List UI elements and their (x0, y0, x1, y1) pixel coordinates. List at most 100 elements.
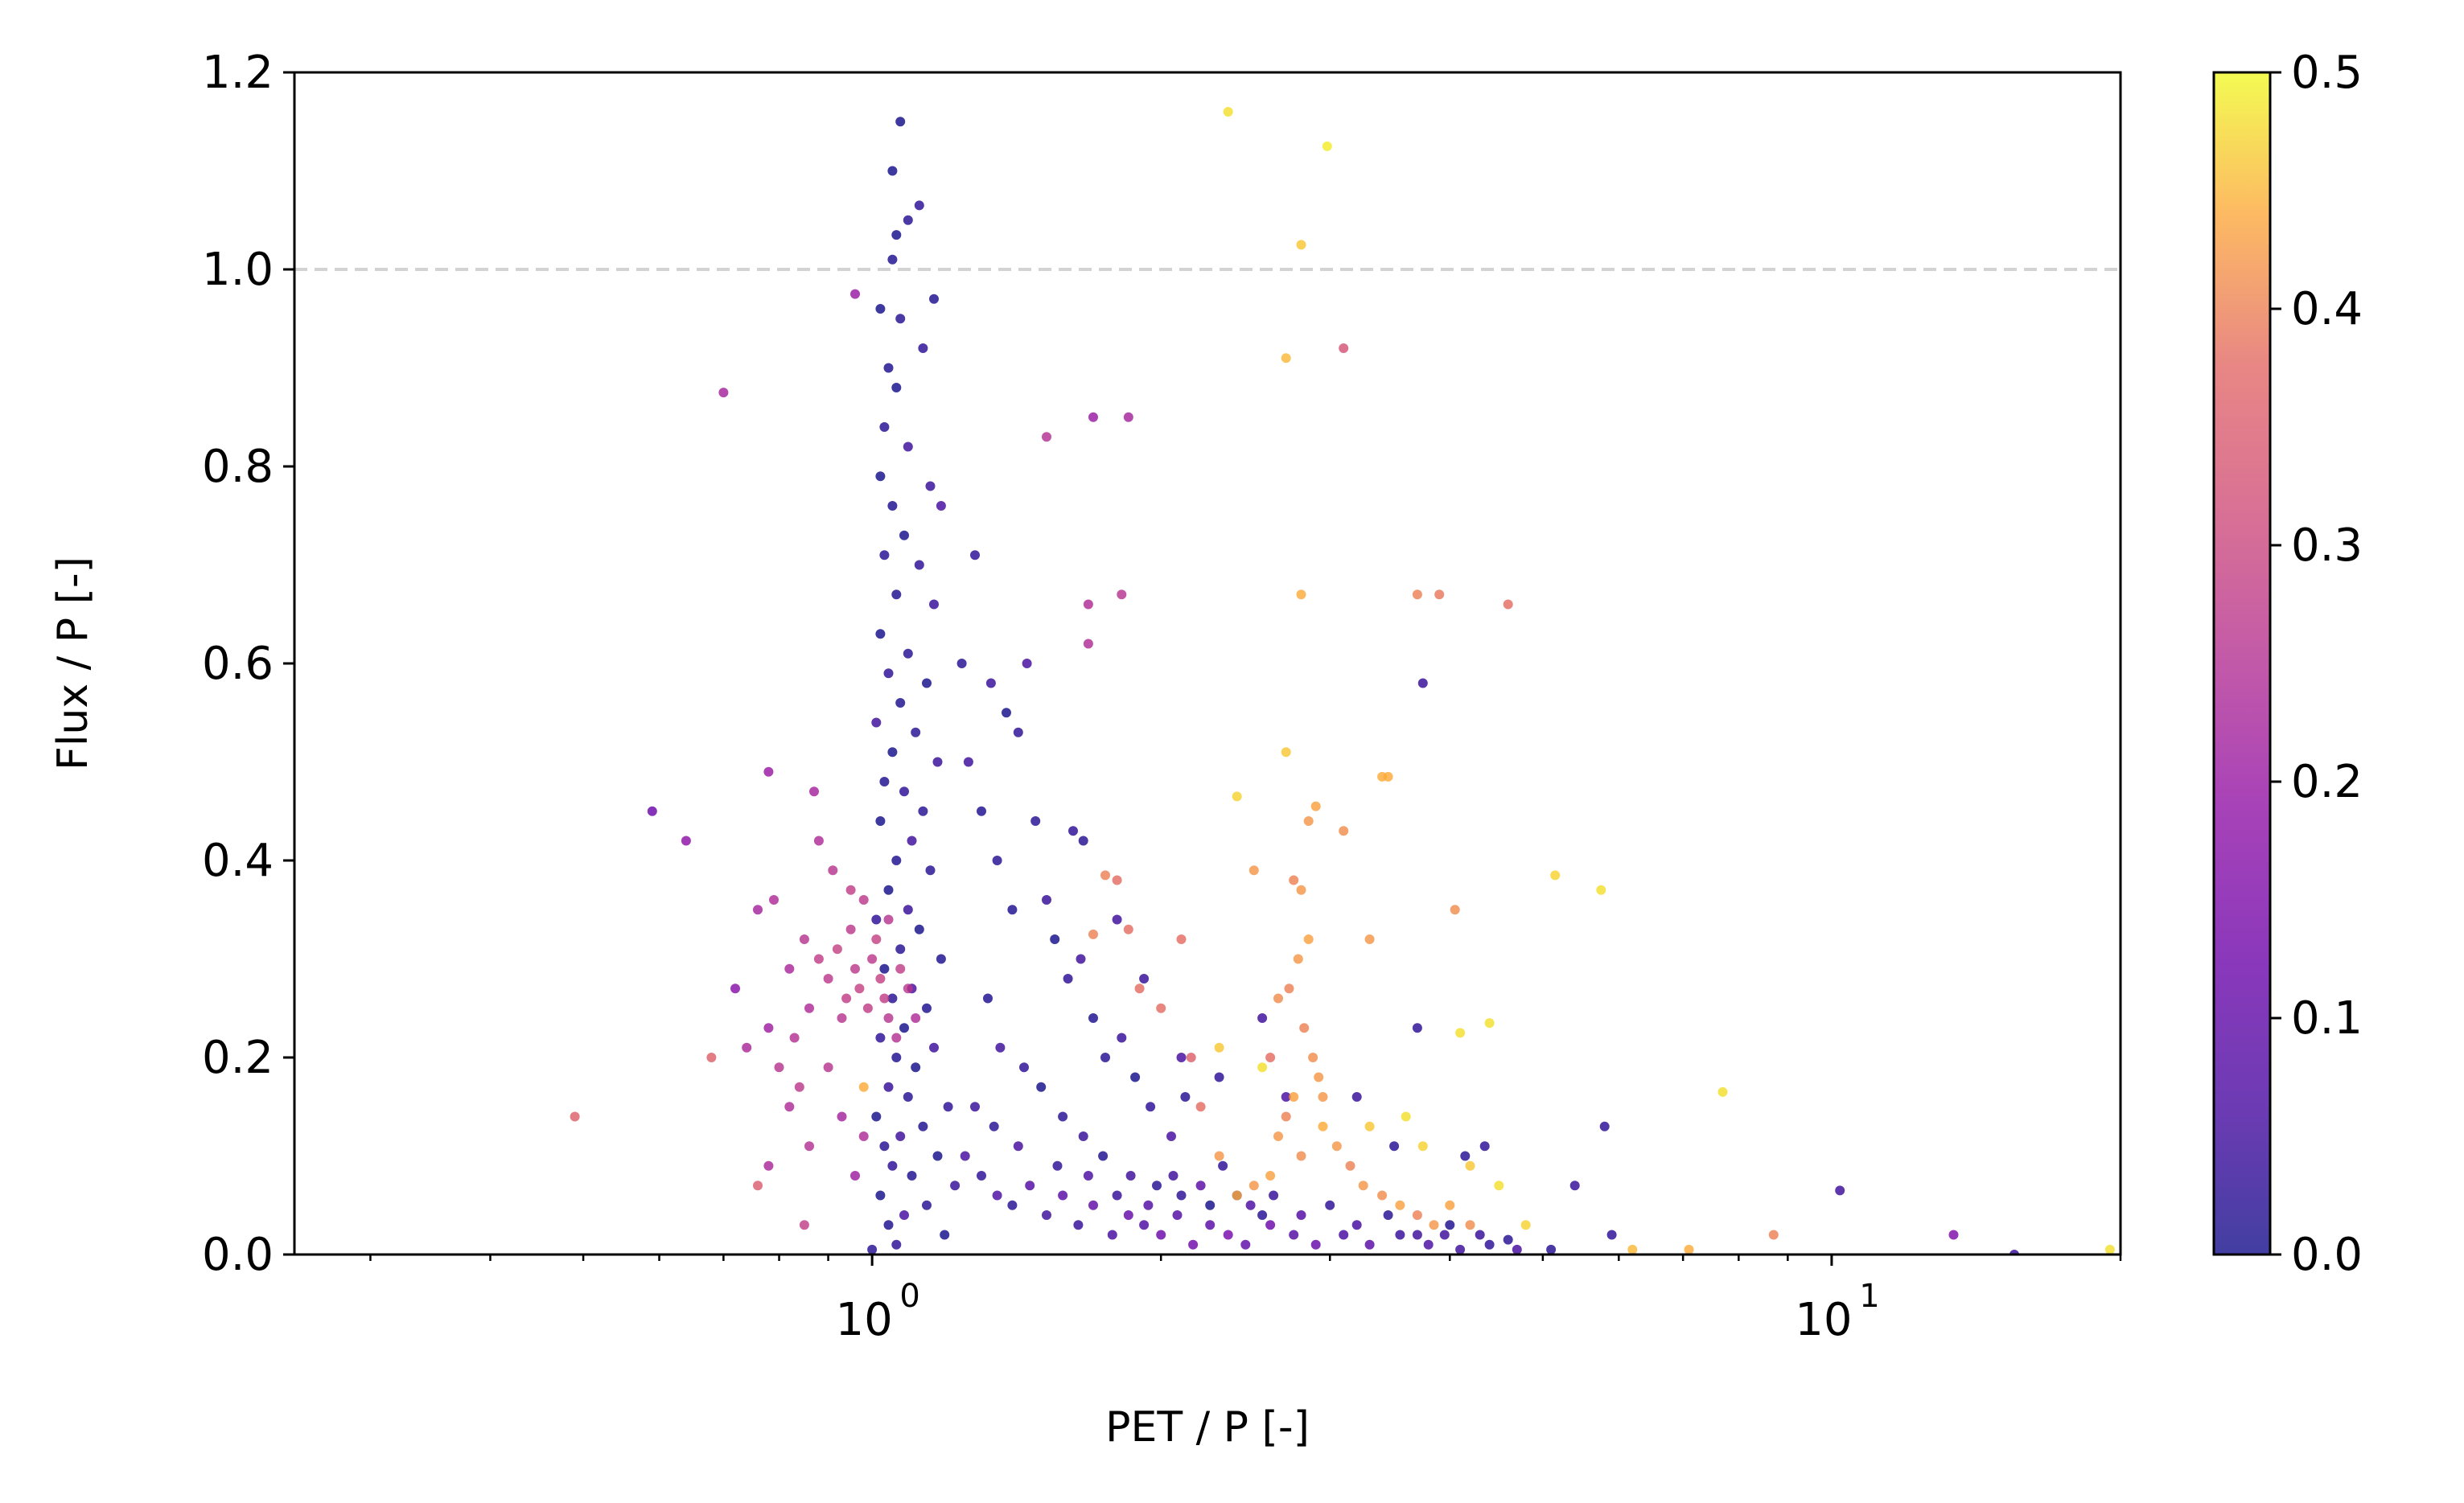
data-point (858, 1131, 869, 1141)
data-point (1445, 1220, 1455, 1230)
data-point (1455, 1244, 1466, 1255)
data-point (879, 422, 890, 432)
data-point (1281, 1092, 1291, 1102)
data-point (887, 501, 898, 511)
data-point (970, 550, 980, 561)
data-point (804, 1141, 814, 1152)
data-point (918, 1121, 928, 1131)
data-point (1214, 1151, 1224, 1161)
data-point (1273, 1131, 1283, 1141)
y-tick-label: 0.6 (202, 638, 274, 690)
data-point (1948, 1230, 1959, 1240)
colorbar-tick-label: 0.5 (2291, 47, 2363, 99)
colorbar-tick-label: 0.4 (2291, 283, 2363, 335)
data-point (977, 1171, 986, 1181)
data-point (1296, 240, 1306, 250)
data-point (1417, 678, 1428, 688)
data-point (1042, 432, 1051, 442)
data-point (891, 383, 902, 392)
data-point (883, 1220, 894, 1230)
data-point (1088, 1013, 1098, 1023)
data-point (1257, 1062, 1268, 1073)
data-point (891, 1239, 902, 1250)
data-point (799, 1220, 809, 1230)
y-tick-label: 1.0 (202, 244, 274, 296)
data-point (867, 954, 878, 964)
data-point (1134, 984, 1145, 994)
data-point (1195, 1102, 1206, 1112)
data-point (1358, 1181, 1368, 1191)
data-point (845, 924, 856, 934)
data-point (804, 1003, 814, 1013)
data-point (1484, 1239, 1495, 1250)
data-point (1310, 1239, 1321, 1250)
data-point (918, 806, 928, 816)
colorbar-ticks: 0.0 0.1 0.2 0.3 0.4 0.5 (2270, 47, 2363, 1281)
data-point (1030, 816, 1041, 826)
data-point (1176, 1053, 1187, 1062)
data-point (1351, 1092, 1362, 1102)
data-point (1117, 1033, 1127, 1043)
data-point (1314, 1072, 1324, 1082)
data-point (1063, 974, 1073, 984)
data-point (943, 1102, 953, 1112)
data-point (1281, 1111, 1291, 1122)
data-point (753, 1181, 763, 1191)
data-point (1318, 1092, 1328, 1102)
data-point (1156, 1003, 1166, 1013)
data-point (1627, 1244, 1638, 1255)
data-point (1088, 929, 1098, 939)
data-point (1083, 599, 1093, 610)
data-point (1479, 1141, 1490, 1152)
data-point (1257, 1013, 1268, 1023)
y-axis-label: Flux / P [-] (49, 556, 97, 770)
data-point (932, 1151, 943, 1161)
data-point (1076, 954, 1086, 964)
data-point (1395, 1230, 1405, 1240)
data-point (789, 1033, 800, 1043)
data-point (936, 501, 946, 511)
data-point (1412, 589, 1422, 600)
data-point (1117, 589, 1127, 600)
data-point (1429, 1220, 1439, 1230)
data-point (1412, 1230, 1422, 1240)
data-point (1083, 639, 1093, 649)
data-point (1176, 1190, 1187, 1201)
data-point (875, 816, 886, 826)
data-point (799, 934, 809, 944)
data-point (718, 388, 729, 398)
data-point (1281, 747, 1291, 758)
data-point (858, 1082, 869, 1092)
data-point (940, 1230, 950, 1240)
data-point (1417, 1141, 1428, 1152)
data-point (914, 560, 924, 570)
x-tick-label: 10 (836, 1294, 893, 1346)
data-point (1503, 1234, 1513, 1245)
data-point (1068, 826, 1078, 836)
data-point (1835, 1185, 1845, 1196)
data-point (879, 1141, 890, 1152)
data-point (925, 865, 936, 876)
data-point (1484, 1018, 1495, 1029)
data-point (1465, 1220, 1475, 1230)
data-point (911, 1062, 921, 1073)
data-point (922, 1003, 932, 1013)
data-point (774, 1062, 784, 1073)
colorbar-tick-label: 0.3 (2291, 519, 2363, 572)
data-point (828, 865, 838, 876)
data-point (1223, 1230, 1233, 1240)
data-point (813, 836, 824, 846)
data-point (883, 668, 894, 679)
data-point (1318, 1121, 1328, 1131)
data-point (895, 1131, 906, 1141)
data-point (985, 678, 996, 688)
data-point (1383, 771, 1393, 782)
data-point (769, 895, 779, 905)
data-point (1083, 1171, 1093, 1181)
data-point (1412, 1210, 1422, 1220)
data-point (875, 1190, 886, 1201)
data-point (1339, 826, 1349, 836)
data-point (914, 924, 924, 934)
data-point (911, 727, 921, 737)
colorbar: 0.0 0.1 0.2 0.3 0.4 0.5 (2212, 47, 2363, 1281)
